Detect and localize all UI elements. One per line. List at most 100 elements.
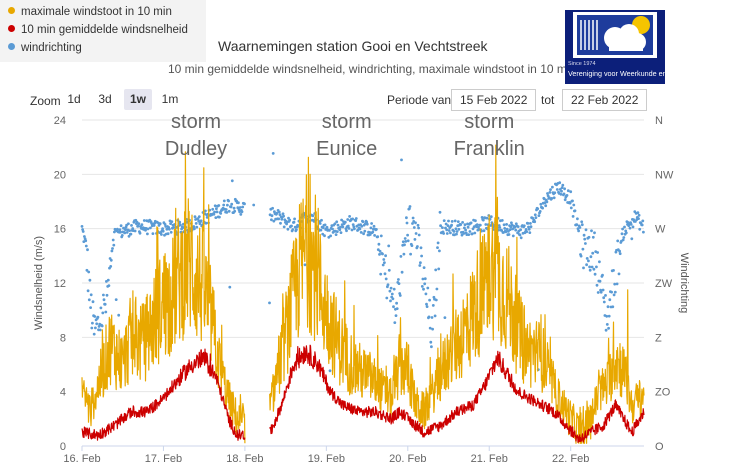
legend-item-direction[interactable]: windrichting	[8, 40, 82, 56]
direction-point	[623, 225, 626, 229]
direction-point	[598, 279, 602, 283]
direction-point	[278, 213, 282, 217]
direction-point	[241, 205, 245, 209]
mean-speed-series-line	[81, 348, 246, 441]
direction-point	[290, 224, 293, 228]
direction-point	[463, 226, 466, 230]
direction-point	[464, 228, 467, 232]
direction-point	[423, 282, 427, 286]
direction-point	[548, 191, 552, 194]
direction-point	[376, 248, 380, 252]
direction-point	[527, 227, 531, 231]
direction-point	[607, 326, 610, 330]
direction-point	[605, 323, 609, 326]
direction-point	[272, 219, 276, 223]
direction-point	[89, 293, 93, 297]
direction-point	[384, 277, 388, 281]
direction-point	[240, 210, 244, 214]
logo-cloud-icon	[573, 12, 657, 58]
direction-point	[275, 211, 279, 215]
legend-item-mean-speed[interactable]: 10 min gemiddelde windsnelheid	[8, 22, 188, 38]
direction-point	[467, 233, 471, 237]
direction-point	[378, 253, 381, 256]
y-left-tick-label: 24	[54, 115, 66, 127]
direction-point	[397, 282, 401, 285]
direction-point	[211, 207, 215, 211]
direction-point	[347, 227, 351, 230]
direction-point	[197, 215, 201, 219]
direction-point	[534, 216, 538, 220]
direction-point	[636, 211, 640, 215]
direction-point	[589, 255, 593, 259]
direction-point	[252, 203, 256, 207]
direction-point	[387, 244, 391, 248]
direction-point	[503, 227, 507, 230]
y-left-axis-title: Windsnelheid (m/s)	[33, 236, 45, 330]
period-to-input[interactable]: 22 Feb 2022	[562, 89, 648, 111]
direction-point	[382, 258, 386, 261]
direction-point	[438, 249, 441, 253]
direction-point	[622, 236, 626, 239]
direction-point	[237, 201, 240, 205]
legend-item-gust[interactable]: maximale windstoot in 10 min	[8, 4, 172, 20]
direction-point	[445, 228, 449, 232]
direction-point	[470, 232, 474, 236]
direction-point	[212, 212, 216, 216]
direction-point	[81, 230, 85, 233]
direction-point	[416, 223, 420, 227]
direction-point	[323, 223, 327, 227]
storm-annotation: Eunice	[316, 138, 377, 160]
direction-point	[607, 314, 611, 318]
direction-point	[509, 225, 513, 229]
direction-point	[443, 316, 447, 319]
direction-point	[346, 218, 350, 221]
direction-point	[335, 230, 339, 234]
direction-point	[368, 231, 372, 234]
direction-point	[163, 223, 167, 226]
storm-annotation: Dudley	[165, 138, 227, 160]
direction-point	[158, 222, 162, 226]
direction-point	[109, 265, 113, 268]
direction-point	[510, 221, 513, 225]
direction-point	[323, 234, 326, 238]
direction-point	[238, 206, 242, 209]
y-left-tick-label: 0	[60, 441, 66, 453]
direction-point	[389, 286, 393, 290]
direction-point	[409, 252, 412, 256]
zoom-3d-button[interactable]: 3d	[98, 92, 112, 106]
zoom-1d-button[interactable]: 1d	[67, 92, 81, 106]
period-from-label: Periode van	[387, 93, 452, 107]
direction-point	[630, 237, 634, 241]
legend-dot-gust	[8, 7, 15, 14]
direction-point	[84, 239, 88, 243]
direction-point	[161, 227, 165, 231]
legend: maximale windstoot in 10 min 10 min gemi…	[0, 0, 206, 62]
direction-point	[395, 301, 398, 305]
direction-point	[480, 216, 484, 219]
zoom-1m-button[interactable]: 1m	[161, 92, 179, 106]
direction-point	[117, 313, 121, 317]
direction-point	[239, 213, 243, 216]
direction-point	[604, 294, 607, 297]
direction-point	[107, 284, 111, 287]
direction-point	[384, 254, 387, 258]
direction-point	[219, 212, 223, 215]
direction-point	[559, 192, 563, 196]
gust-series-line	[269, 144, 645, 444]
period-from-input[interactable]: 15 Feb 2022	[451, 89, 537, 111]
direction-point	[410, 244, 414, 248]
direction-point	[419, 246, 423, 250]
zoom-1w-button[interactable]: 1w	[124, 89, 152, 110]
direction-point	[471, 227, 475, 231]
direction-point	[233, 209, 237, 213]
direction-point	[637, 217, 640, 221]
direction-point	[136, 224, 140, 228]
direction-point	[505, 223, 508, 226]
direction-point	[406, 239, 410, 243]
direction-point	[368, 233, 372, 236]
direction-point	[568, 201, 572, 205]
direction-point	[516, 225, 520, 229]
direction-point	[612, 293, 616, 297]
direction-point	[343, 220, 347, 224]
direction-point	[303, 263, 307, 267]
